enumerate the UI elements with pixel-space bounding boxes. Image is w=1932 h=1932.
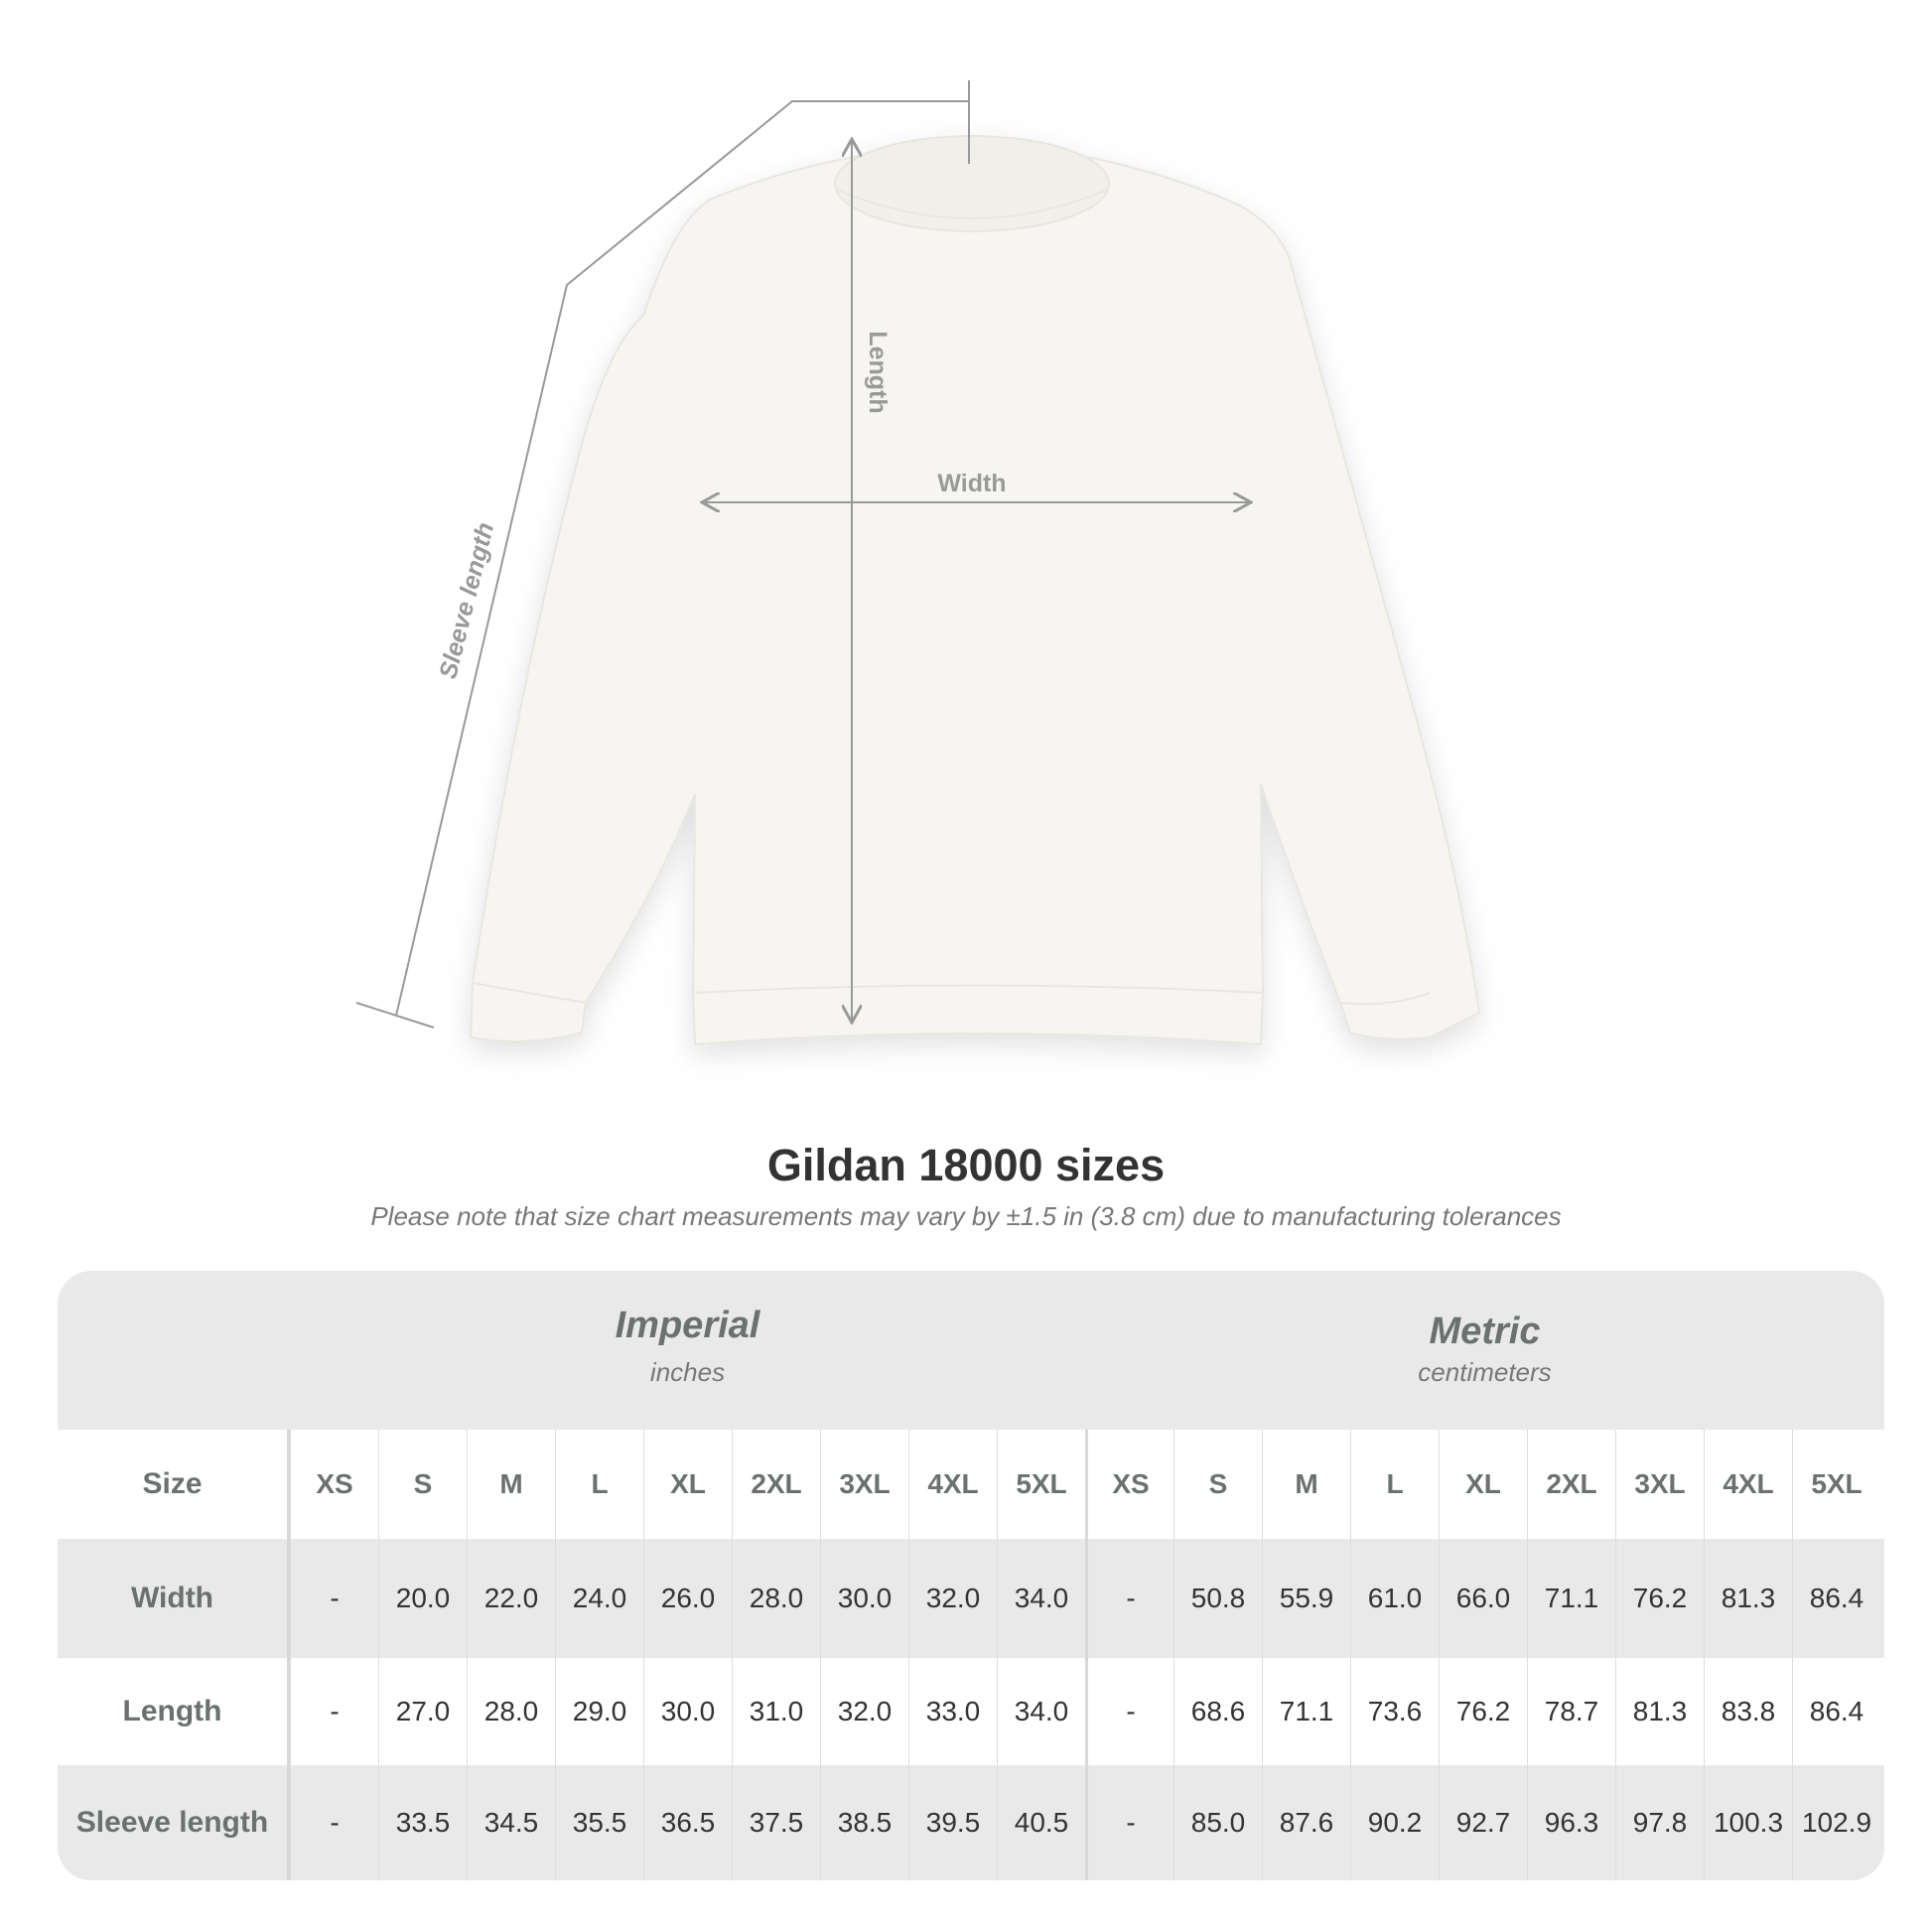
imperial-value-cell: 34.0 [997,1539,1085,1658]
imperial-value-cell: 34.5 [467,1765,555,1880]
sleeve-length-label: Sleeve length [434,519,499,681]
metric-value-cell: 71.1 [1262,1658,1350,1765]
imperial-value-cell: 30.0 [643,1658,732,1765]
metric-value-cell: 86.4 [1792,1539,1880,1658]
metric-value-cell: 71.1 [1527,1539,1615,1658]
metric-value-cell: 76.2 [1615,1539,1704,1658]
metric-value-cell: 66.0 [1439,1539,1527,1658]
imperial-value-cell: - [290,1539,378,1658]
metric-value-cell: 55.9 [1262,1539,1350,1658]
imperial-value-cell: 39.5 [908,1765,997,1880]
metric-value-cell: - [1085,1658,1173,1765]
metric-value-cell: 76.2 [1439,1658,1527,1765]
imperial-size-s: S [378,1430,467,1539]
imperial-size-m: M [467,1430,555,1539]
metric-size-4xl: 4XL [1704,1430,1792,1539]
metric-value-cell: - [1085,1765,1173,1880]
imperial-value-cell: 27.0 [378,1658,467,1765]
metric-value-cell: 96.3 [1527,1765,1615,1880]
imperial-size-4xl: 4XL [908,1430,997,1539]
imperial-value-cell: 35.5 [555,1765,643,1880]
imperial-size-xl: XL [643,1430,732,1539]
metric-size-xl: XL [1439,1430,1527,1539]
row-label: Width [58,1539,290,1658]
imperial-value-cell: 29.0 [555,1658,643,1765]
imperial-value-cell: 26.0 [643,1539,732,1658]
metric-size-5xl: 5XL [1792,1430,1880,1539]
imperial-value-cell: 32.0 [908,1539,997,1658]
imperial-value-cell: 36.5 [643,1765,732,1880]
imperial-value-cell: 32.0 [820,1658,908,1765]
metric-value-cell: 61.0 [1350,1539,1439,1658]
tolerance-note: Please note that size chart measurements… [370,1201,1562,1231]
metric-value-cell: 86.4 [1792,1658,1880,1765]
metric-value-cell: 83.8 [1704,1658,1792,1765]
metric-value-cell: 97.8 [1615,1765,1704,1880]
metric-value-cell: 81.3 [1615,1658,1704,1765]
imperial-value-cell: 20.0 [378,1539,467,1658]
metric-header: Metric centimeters [1085,1271,1884,1430]
imperial-value-cell: 28.0 [732,1539,820,1658]
metric-value-cell: 85.0 [1173,1765,1262,1880]
size-label: Size [58,1430,290,1539]
table-row: Width -20.0 22.0 24.0 26.0 28.0 30.0 32.0 34.0-5… [58,1539,1884,1658]
metric-value-cell: 78.7 [1527,1658,1615,1765]
page-title: Gildan 18000 sizes [766,1140,1166,1190]
metric-value-cell: 73.6 [1350,1658,1439,1765]
metric-value-cell: 102.9 [1792,1765,1880,1880]
table-row: Length -27.0 28.0 29.0 30.0 31.0 32.0 33.0 34.0-… [58,1658,1884,1765]
imperial-value-cell: 22.0 [467,1539,555,1658]
metric-size-m: M [1262,1430,1350,1539]
metric-size-l: L [1350,1430,1439,1539]
metric-unit: centimeters [1418,1357,1552,1387]
imperial-size-5xl: 5XL [997,1430,1085,1539]
size-table: Imperial inches Metric centimeters Size … [58,1271,1884,1880]
metric-value-cell: 81.3 [1704,1539,1792,1658]
imperial-size-3xl: 3XL [820,1430,908,1539]
imperial-value-cell: - [290,1765,378,1880]
metric-size-2xl: 2XL [1527,1430,1615,1539]
imperial-value-cell: 28.0 [467,1658,555,1765]
imperial-value-cell: 30.0 [820,1539,908,1658]
imperial-value-cell: 37.5 [732,1765,820,1880]
sweatshirt-image [469,135,1481,1046]
metric-value-cell: 50.8 [1173,1539,1262,1658]
imperial-size-2xl: 2XL [732,1430,820,1539]
row-label: Sleeve length [58,1765,290,1880]
metric-value-cell: 92.7 [1439,1765,1527,1880]
metric-value-cell: - [1085,1539,1173,1658]
imperial-value-cell: 24.0 [555,1539,643,1658]
imperial-header: Imperial inches [290,1271,1085,1430]
metric-label: Metric [1429,1311,1541,1352]
imperial-value-cell: 31.0 [732,1658,820,1765]
imperial-size-xs: XS [290,1430,378,1539]
metric-value-cell: 100.3 [1704,1765,1792,1880]
imperial-value-cell: 34.0 [997,1658,1085,1765]
imperial-value-cell: 38.5 [820,1765,908,1880]
imperial-unit: inches [649,1357,726,1387]
metric-value-cell: 87.6 [1262,1765,1350,1880]
metric-size-s: S [1173,1430,1262,1539]
imperial-value-cell: 33.5 [378,1765,467,1880]
table-row: Sleeve length -33.5 34.5 35.5 36.5 37.5 38.5 39… [58,1765,1884,1880]
width-label: Width [937,470,1006,497]
row-label: Length [58,1658,290,1765]
imperial-value-cell: 33.0 [908,1658,997,1765]
size-header-row: Size XS S M L XL 2XL 3XL 4XL 5XL XS S M L XL 2XL 3XL 4XL… [58,1430,1884,1539]
imperial-value-cell: - [290,1658,378,1765]
metric-size-xs: XS [1085,1430,1173,1539]
measurement-lines [355,80,1249,1029]
imperial-size-l: L [555,1430,643,1539]
metric-value-cell: 90.2 [1350,1765,1439,1880]
imperial-label: Imperial [615,1305,760,1346]
imperial-value-cell: 40.5 [997,1765,1085,1880]
metric-size-3xl: 3XL [1615,1430,1704,1539]
length-label: Length [864,331,892,413]
sweatshirt-diagram: Length Width Sleeve length [355,80,1481,1046]
metric-value-cell: 68.6 [1173,1658,1262,1765]
